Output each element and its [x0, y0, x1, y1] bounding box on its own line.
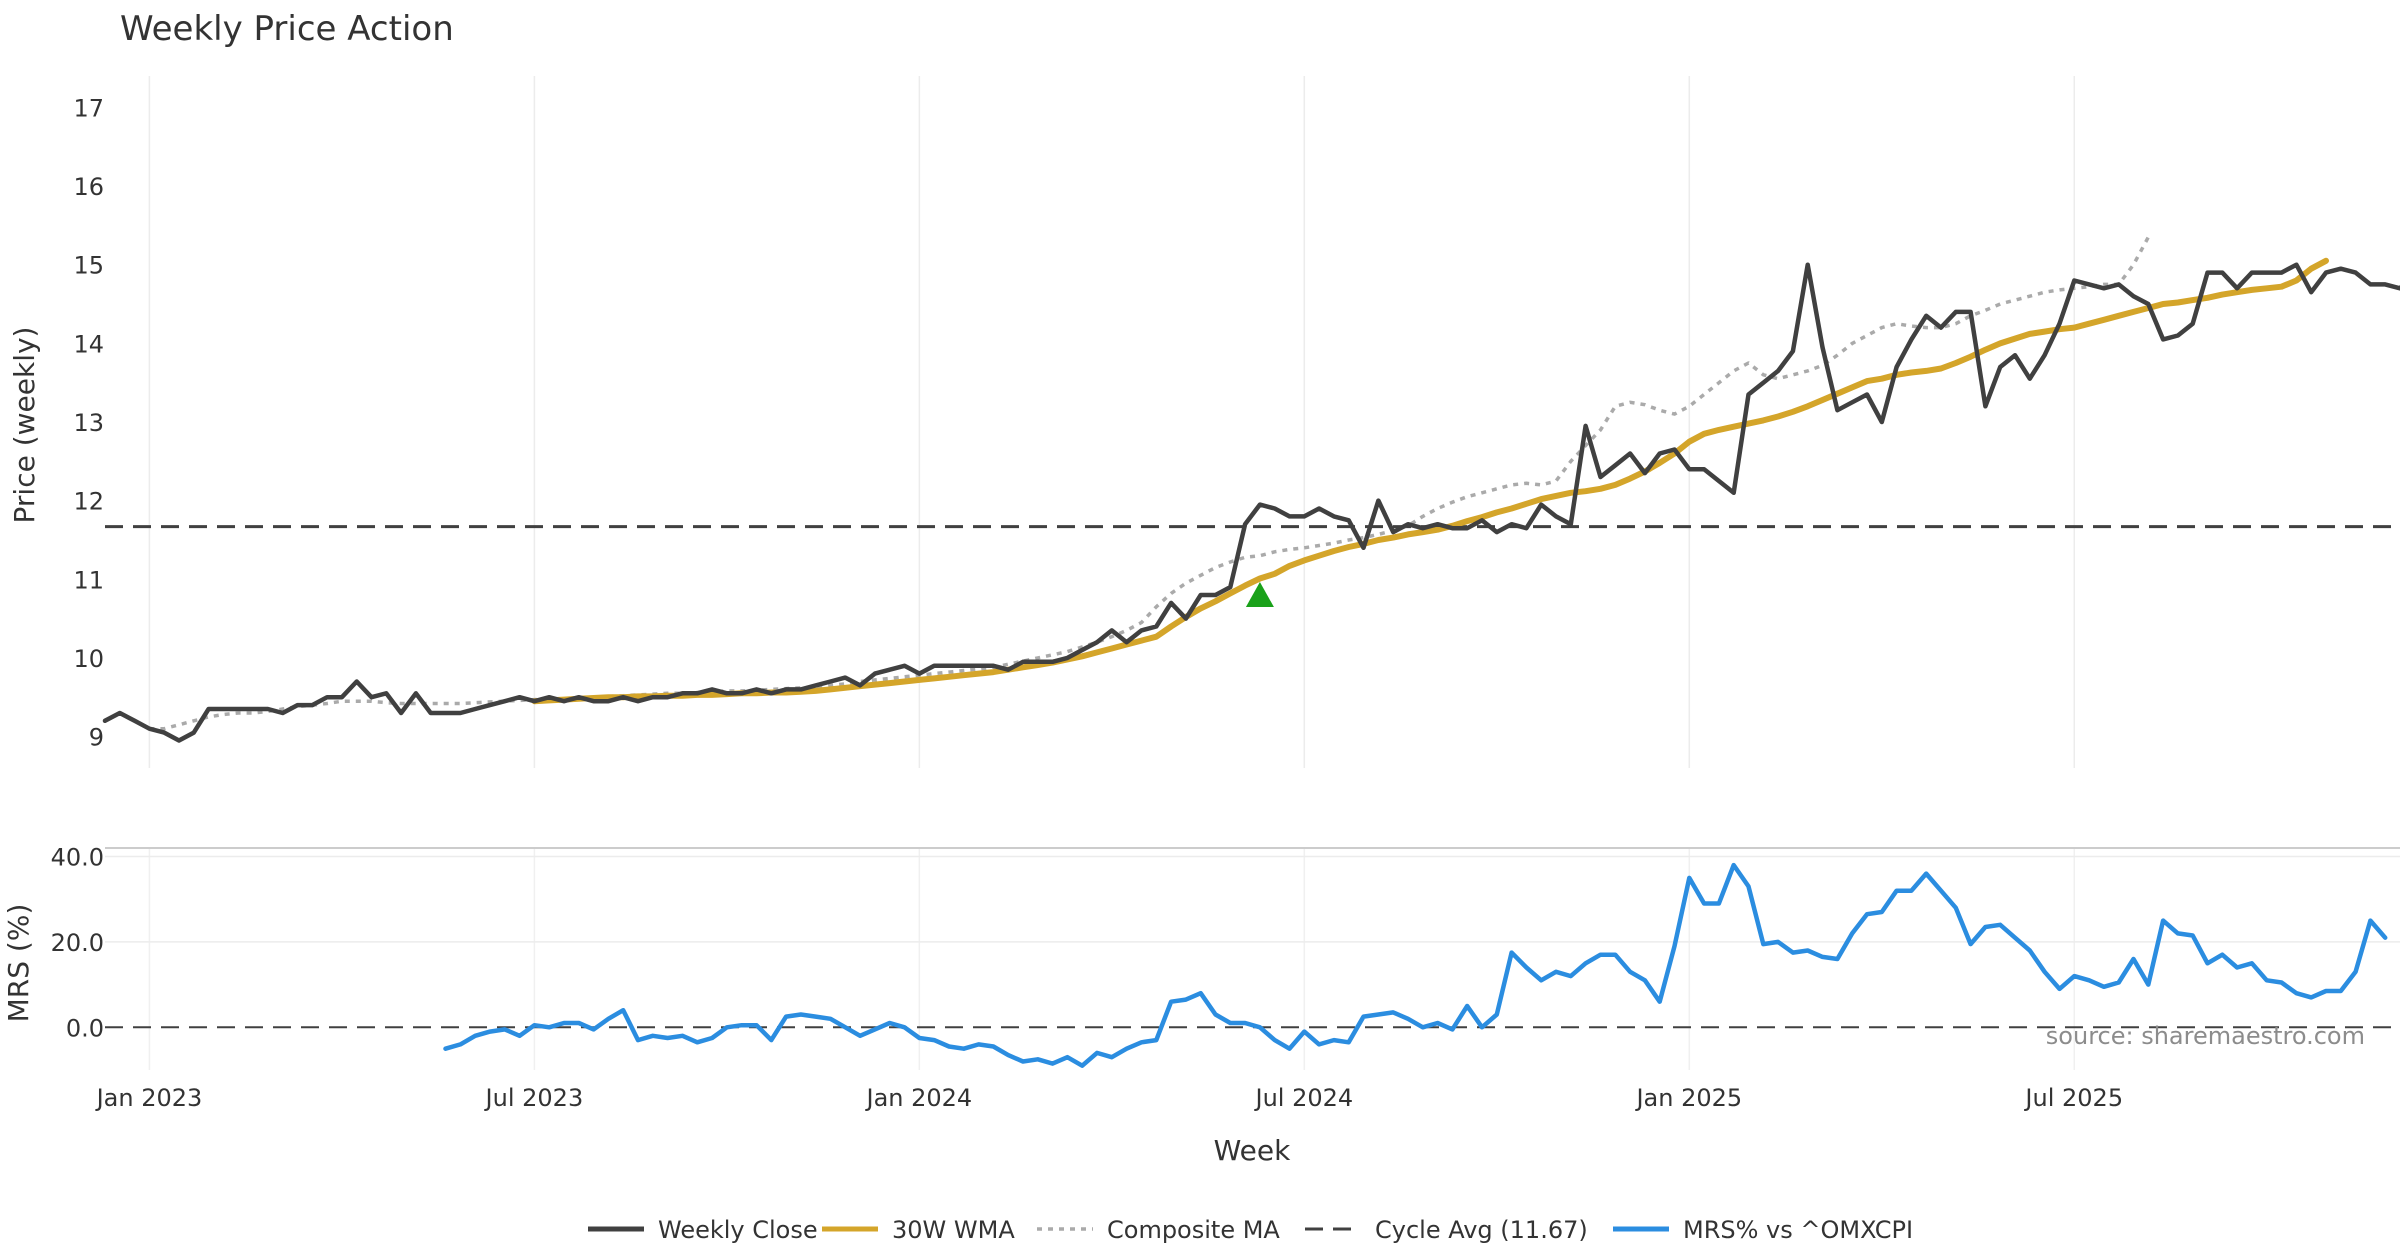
- x-tick-label: Jan 2023: [95, 1084, 203, 1112]
- series-line-mrs-vs-omxcpi: [443, 862, 2388, 1068]
- price-panel-grid: [148, 76, 2076, 768]
- legend-item: Cycle Avg (11.67): [1305, 1216, 1588, 1244]
- x-axis-label: Week: [1214, 1134, 1291, 1167]
- mrs-y-tick-label: 0.0: [66, 1014, 104, 1042]
- x-tick-label: Jan 2025: [1634, 1084, 1742, 1112]
- series-line-30w-wma: [531, 257, 2329, 705]
- legend-label: Cycle Avg (11.67): [1375, 1216, 1588, 1244]
- legend-item: 30W WMA: [822, 1216, 1015, 1244]
- legend-label: Weekly Close: [658, 1216, 818, 1244]
- price-y-tick-label: 14: [73, 330, 104, 358]
- mrs-y-ticks: 40.0 20.0 0.0: [51, 844, 104, 1043]
- price-y-tick-label: 13: [73, 409, 104, 437]
- mrs-y-axis-label: MRS (%): [2, 904, 35, 1023]
- legend-item: Weekly Close: [588, 1216, 818, 1244]
- x-tick-label: Jan 2024: [865, 1084, 973, 1112]
- price-y-axis-label: Price (weekly): [8, 327, 41, 524]
- legend-label: 30W WMA: [892, 1216, 1015, 1244]
- x-ticks: Jan 2023 Jul 2023 Jan 2024 Jul 2024 Jan 2025…: [95, 1084, 2124, 1112]
- mrs-y-tick-label: 20.0: [51, 929, 104, 957]
- mrs-y-tick-label: 40.0: [51, 844, 104, 872]
- price-y-tick-label: 17: [73, 94, 104, 122]
- price-y-tick-label: 11: [73, 566, 104, 594]
- price-y-tick-label: 16: [73, 173, 104, 201]
- x-tick-label: Jul 2025: [2023, 1084, 2123, 1112]
- x-tick-label: Jul 2024: [1253, 1084, 1353, 1112]
- legend-item: MRS% vs ^OMXCPI: [1613, 1216, 1913, 1244]
- price-y-ticks: 9 10 11 12 13 14 15 16 17: [73, 94, 104, 751]
- price-y-tick-label: 10: [73, 645, 104, 673]
- legend: Weekly Close 30W WMA Composite MA Cycle Avg…: [588, 1216, 1913, 1244]
- series-line-composite-ma: [149, 236, 2150, 731]
- series-line-weekly-close: [102, 262, 2400, 743]
- buy-signal-marker: [1245, 582, 1274, 607]
- legend-item: Composite MA: [1037, 1216, 1280, 1244]
- price-y-tick-label: 9: [89, 724, 104, 752]
- price-series-group: [102, 236, 2400, 743]
- mrs-series-group: [443, 862, 2388, 1068]
- chart-title: Weekly Price Action: [120, 9, 454, 49]
- price-y-tick-label: 15: [73, 252, 104, 280]
- legend-label: MRS% vs ^OMXCPI: [1683, 1216, 1913, 1244]
- source-note: source: sharemaestro.com: [2046, 1022, 2365, 1050]
- x-tick-label: Jul 2023: [484, 1084, 584, 1112]
- legend-label: Composite MA: [1107, 1216, 1280, 1244]
- price-y-tick-label: 12: [73, 488, 104, 516]
